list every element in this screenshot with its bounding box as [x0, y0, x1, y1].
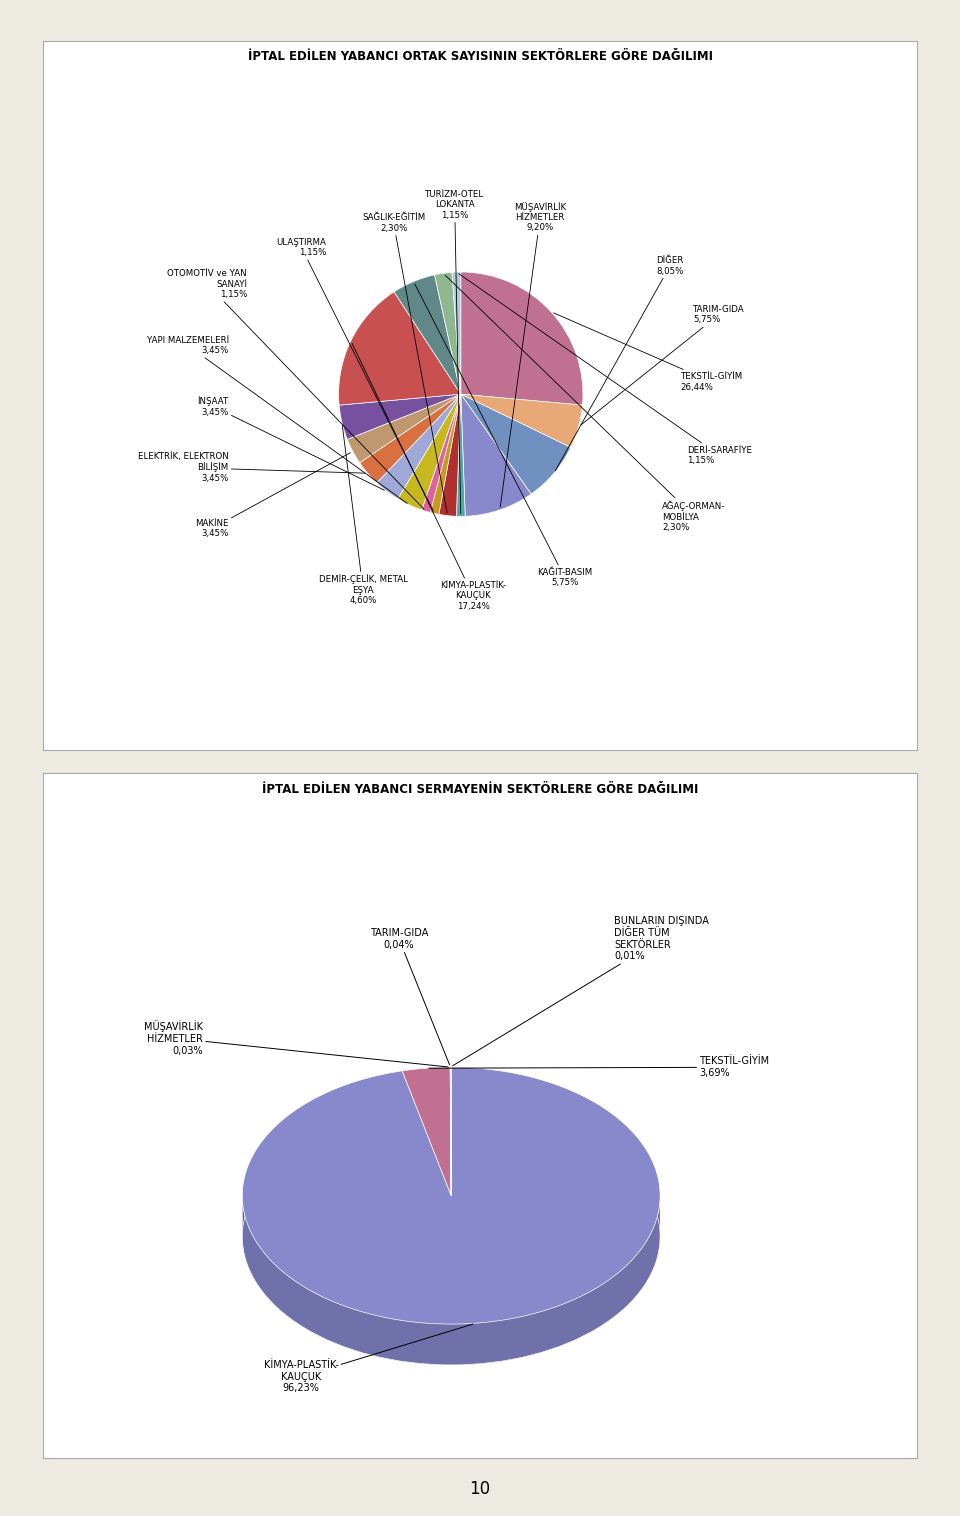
Wedge shape [339, 394, 461, 440]
Wedge shape [339, 291, 461, 405]
Wedge shape [439, 394, 461, 517]
Wedge shape [394, 274, 461, 394]
Text: YAPI MALZEMELERİ
3,45%: YAPI MALZEMELERİ 3,45% [147, 335, 407, 503]
Text: İNŞAAT
3,45%: İNŞAAT 3,45% [198, 396, 384, 490]
Text: MÜŞAVİRLİK
HİZMETLER
0,03%: MÜŞAVİRLİK HİZMETLER 0,03% [144, 1020, 448, 1067]
Wedge shape [461, 394, 531, 517]
Text: TEKSTİL-GİYİM
3,69%: TEKSTİL-GİYİM 3,69% [429, 1057, 769, 1078]
Text: MAKİNE
3,45%: MAKİNE 3,45% [195, 453, 350, 538]
Text: MÜŞAVİRLİK
HİZMETLER
9,20%: MÜŞAVİRLİK HİZMETLER 9,20% [500, 202, 566, 508]
Text: DİĞER
8,05%: DİĞER 8,05% [555, 256, 684, 471]
Text: TEKSTİL-GİYİM
26,44%: TEKSTİL-GİYİM 26,44% [554, 312, 743, 391]
Text: ELEKTRİK, ELEKTRON
BİLİŞİM
3,45%: ELEKTRİK, ELEKTRON BİLİŞİM 3,45% [138, 452, 365, 484]
Text: DEMİR-ÇELİK, METAL
EŞYA
4,60%: DEMİR-ÇELİK, METAL EŞYA 4,60% [319, 426, 407, 605]
Text: SAĞLIK-EĞİTİM
2,30%: SAĞLIK-EĞİTİM 2,30% [362, 214, 447, 512]
Text: İPTAL EDİLEN YABANCI ORTAK SAYISININ SEKTÖRLERE GÖRE DAĞILIMI: İPTAL EDİLEN YABANCI ORTAK SAYISININ SEK… [248, 50, 712, 62]
Wedge shape [421, 394, 461, 512]
Text: ULAŞTIRMA
1,15%: ULAŞTIRMA 1,15% [276, 238, 433, 511]
Wedge shape [461, 271, 583, 405]
Ellipse shape [242, 1108, 660, 1364]
Text: TARIM-GIDA
5,75%: TARIM-GIDA 5,75% [581, 305, 745, 424]
Text: AĞAÇ-ORMAN-
MOBİLYA
2,30%: AĞAÇ-ORMAN- MOBİLYA 2,30% [445, 276, 726, 532]
Text: KAĞIT-BASIM
5,75%: KAĞIT-BASIM 5,75% [415, 283, 592, 587]
Wedge shape [430, 394, 461, 514]
Text: İPTAL EDİLEN YABANCI SERMAYENİN SEKTÖRLERE GÖRE DAĞILIMI: İPTAL EDİLEN YABANCI SERMAYENİN SEKTÖRLE… [262, 784, 698, 796]
Wedge shape [456, 394, 466, 517]
Wedge shape [461, 394, 571, 494]
Text: TURİZM-OTEL
LOKANTA
1,15%: TURİZM-OTEL LOKANTA 1,15% [425, 190, 484, 514]
Polygon shape [242, 1067, 660, 1323]
Text: KİMYA-PLASTİK-
KAUÇUK
96,23%: KİMYA-PLASTİK- KAUÇUK 96,23% [264, 1323, 473, 1393]
Wedge shape [435, 273, 461, 394]
Text: OTOMOTİV ve YAN
SANAYİ
1,15%: OTOMOTİV ve YAN SANAYİ 1,15% [167, 270, 424, 509]
Text: BUNLARIN DIŞINDA
DİĞER TÜM
SEKTÖRLER
0,01%: BUNLARIN DIŞINDA DİĞER TÜM SEKTÖRLER 0,0… [452, 917, 709, 1066]
Wedge shape [360, 394, 461, 484]
Text: KİMYA-PLASTİK-
KAUÇUK
17,24%: KİMYA-PLASTİK- KAUÇUK 17,24% [352, 343, 506, 611]
Wedge shape [461, 394, 583, 447]
Wedge shape [452, 271, 461, 394]
Text: TARIM-GIDA
0,04%: TARIM-GIDA 0,04% [370, 928, 449, 1064]
Wedge shape [397, 394, 461, 509]
Polygon shape [242, 1192, 660, 1364]
Wedge shape [376, 394, 461, 499]
Text: 10: 10 [469, 1480, 491, 1498]
Wedge shape [348, 394, 461, 462]
Polygon shape [402, 1067, 451, 1196]
Polygon shape [450, 1067, 451, 1196]
Text: DERİ-SARAFİYE
1,15%: DERİ-SARAFİYE 1,15% [459, 274, 752, 465]
